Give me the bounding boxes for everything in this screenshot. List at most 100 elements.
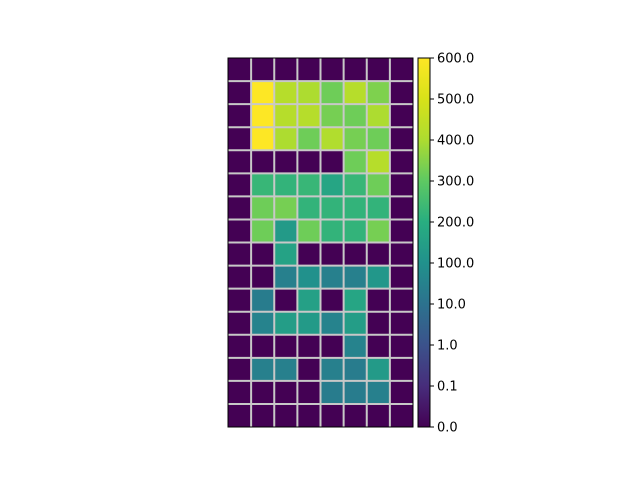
heatmap-cell — [320, 104, 344, 128]
heatmap-cell — [343, 311, 367, 335]
heatmap-cell — [297, 173, 321, 197]
heatmap-cell — [366, 104, 390, 128]
heatmap-cell — [389, 265, 413, 289]
heatmap-cell — [320, 81, 344, 105]
heatmap-cell — [343, 288, 367, 312]
heatmap-cell — [228, 380, 252, 404]
heatmap-cell — [274, 265, 298, 289]
heatmap-cell — [343, 403, 367, 427]
heatmap-cell — [251, 196, 275, 220]
colorbar-tick-label: 400.0 — [437, 134, 474, 149]
heatmap-cell — [251, 288, 275, 312]
colorbar-tick-label: 300.0 — [437, 175, 474, 190]
heatmap-cell — [251, 242, 275, 266]
heatmap-cell — [274, 104, 298, 128]
colorbar-tick-label: 200.0 — [437, 216, 474, 231]
heatmap-cell — [251, 81, 275, 105]
heatmap-cell — [228, 265, 252, 289]
heatmap-cell — [343, 104, 367, 128]
heatmap-cell — [228, 150, 252, 174]
heatmap-cell — [320, 196, 344, 220]
heatmap-cell — [274, 127, 298, 151]
heatmap-cell — [366, 288, 390, 312]
colorbar-tick-label: 1.0 — [437, 339, 458, 354]
colorbar — [417, 57, 431, 428]
heatmap-cell — [320, 380, 344, 404]
heatmap-cell — [274, 380, 298, 404]
heatmap-cell — [389, 219, 413, 243]
heatmap-cell — [251, 311, 275, 335]
heatmap-cell — [297, 150, 321, 174]
heatmap-cell — [274, 242, 298, 266]
heatmap-cell — [366, 173, 390, 197]
heatmap-cell — [366, 196, 390, 220]
heatmap-cell — [389, 150, 413, 174]
colorbar-tick-label: 10.0 — [437, 298, 466, 313]
heatmap-cell — [320, 288, 344, 312]
heatmap-cell — [366, 81, 390, 105]
heatmap-cell — [389, 357, 413, 381]
heatmap-cell — [389, 104, 413, 128]
heatmap-cell — [228, 173, 252, 197]
heatmap-cell — [228, 127, 252, 151]
heatmap-cell — [343, 81, 367, 105]
heatmap-cell — [228, 104, 252, 128]
heatmap-cell — [320, 311, 344, 335]
heatmap-cell — [389, 127, 413, 151]
heatmap-cell — [297, 334, 321, 358]
heatmap-cell — [366, 127, 390, 151]
heatmap-cell — [297, 288, 321, 312]
heatmap-cell — [228, 58, 252, 82]
heatmap-cell — [297, 265, 321, 289]
colorbar-tick-label: 0.0 — [437, 421, 458, 436]
heatmap-cell — [228, 196, 252, 220]
heatmap-cell — [228, 403, 252, 427]
heatmap-cell — [366, 150, 390, 174]
heatmap-cell — [274, 81, 298, 105]
heatmap-cell — [366, 334, 390, 358]
heatmap-cell — [251, 380, 275, 404]
heatmap-cell — [320, 357, 344, 381]
heatmap-cell — [274, 403, 298, 427]
heatmap-cell — [297, 104, 321, 128]
heatmap-cell — [366, 58, 390, 82]
colorbar-tick-label: 100.0 — [437, 257, 474, 272]
heatmap-cell — [366, 357, 390, 381]
heatmap-cell — [343, 196, 367, 220]
heatmap-cell — [251, 219, 275, 243]
heatmap-cell — [228, 288, 252, 312]
heatmap-cell — [228, 311, 252, 335]
heatmap-cell — [251, 403, 275, 427]
heatmap-cell — [297, 242, 321, 266]
heatmap-cell — [320, 242, 344, 266]
heatmap-cell — [320, 265, 344, 289]
heatmap-cell — [297, 357, 321, 381]
heatmap-cell — [343, 242, 367, 266]
colorbar-tick-label: 600.0 — [437, 52, 474, 67]
heatmap-cell — [274, 150, 298, 174]
heatmap-cell — [343, 219, 367, 243]
colorbar-tick-label: 500.0 — [437, 93, 474, 108]
heatmap-cell — [366, 219, 390, 243]
colorbar-tick-label: 0.1 — [437, 380, 458, 395]
heatmap-cell — [366, 242, 390, 266]
heatmap-cell — [274, 288, 298, 312]
heatmap-cell — [251, 150, 275, 174]
heatmap-cell — [389, 196, 413, 220]
heatmap-cell — [228, 334, 252, 358]
heatmap-cell — [389, 380, 413, 404]
heatmap-cell — [343, 127, 367, 151]
heatmap-cell — [389, 403, 413, 427]
heatmap-cell — [297, 196, 321, 220]
heatmap-cell — [274, 219, 298, 243]
heatmap-cell — [251, 127, 275, 151]
heatmap-cell — [343, 173, 367, 197]
heatmap-gridlines — [228, 58, 413, 427]
heatmap-cell — [320, 219, 344, 243]
heatmap-cells — [228, 58, 413, 427]
heatmap-cell — [366, 403, 390, 427]
heatmap-cell — [320, 173, 344, 197]
heatmap-cell — [228, 219, 252, 243]
heatmap-cell — [251, 334, 275, 358]
